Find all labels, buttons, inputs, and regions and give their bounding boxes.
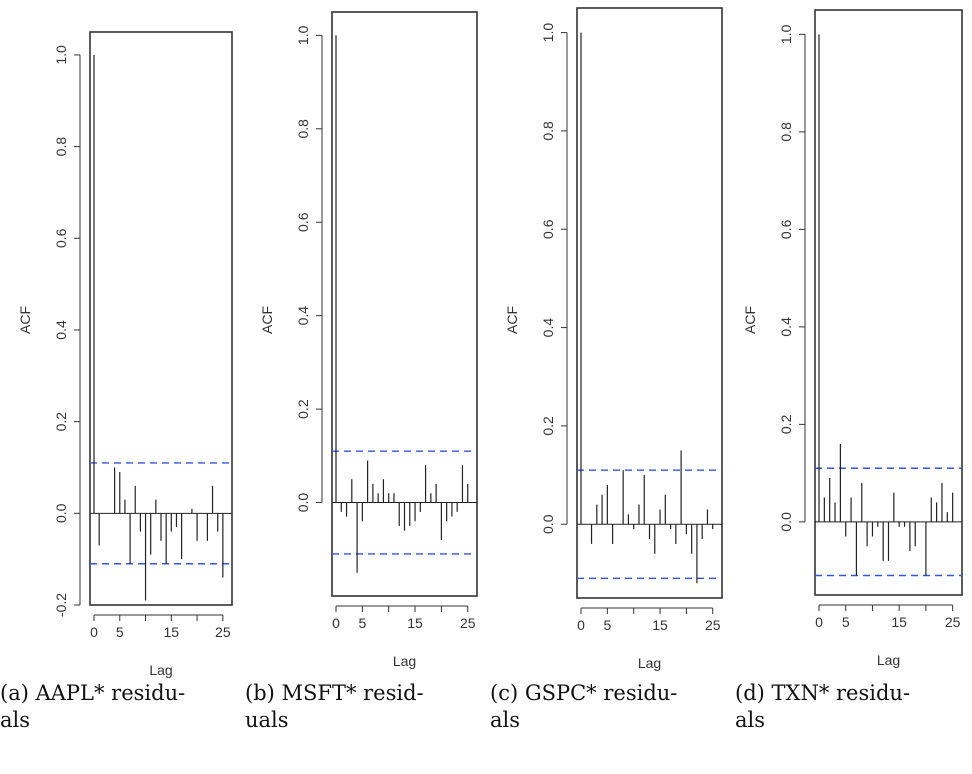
- y-tick-label: 0.2: [778, 414, 794, 434]
- x-tick-label: 25: [460, 615, 476, 631]
- x-tick-label: 25: [215, 624, 231, 640]
- acf-panel-a: -0.2 0.0 0.2 0.4 0.6 0.8 1.0 0 5 15 25 Lag ACF: [17, 31, 233, 678]
- y-tick-label: 1.0: [540, 23, 556, 43]
- y-tick-label: 0.0: [295, 493, 311, 513]
- y-tick-label: 0.4: [53, 320, 69, 340]
- x-axis-title: Lag: [638, 655, 661, 671]
- caption-c-text: (c) GSPC* residu- als: [490, 681, 678, 733]
- y-axis-title: ACF: [504, 306, 520, 334]
- x-tick-label: 5: [842, 614, 850, 630]
- y-tick-label: 0.2: [540, 416, 556, 436]
- plot-frame: [576, 7, 723, 599]
- x-tick-label: 15: [891, 614, 907, 630]
- acf-panel-b: 0.0 0.2 0.4 0.6 0.8 1.0 0 5 15 25 Lag ACF: [259, 11, 478, 669]
- x-tick-label: 0: [332, 615, 340, 631]
- caption-d: (d) TXN* residu- als: [735, 680, 972, 735]
- y-tick-label: -0.2: [53, 593, 69, 617]
- y-tick-label: 0.2: [295, 399, 311, 419]
- y-tick-label: 1.0: [53, 45, 69, 65]
- plot-frame: [814, 9, 963, 596]
- y-tick-label: 1.0: [295, 25, 311, 45]
- y-tick-label: 0.6: [53, 228, 69, 248]
- x-tick-label: 15: [164, 624, 180, 640]
- plot-frame: [331, 11, 478, 597]
- x-tick-label: 0: [90, 624, 98, 640]
- y-tick-label: 0.2: [53, 412, 69, 432]
- y-tick-label: 0.6: [778, 219, 794, 239]
- caption-d-text: (d) TXN* residu- als: [735, 681, 911, 733]
- x-tick-label: 5: [358, 615, 366, 631]
- caption-b-text: (b) MSFT* resid- uals: [245, 681, 424, 733]
- x-axis-title: Lag: [149, 662, 172, 678]
- y-tick-label: 0.8: [53, 137, 69, 157]
- caption-a-text: (a) AAPL* residu- als: [0, 681, 186, 733]
- y-tick-label: 0.0: [540, 514, 556, 534]
- x-tick-label: 15: [407, 615, 423, 631]
- y-axis-title: ACF: [17, 306, 33, 334]
- y-tick-label: 0.6: [295, 212, 311, 232]
- x-tick-label: 0: [815, 614, 823, 630]
- y-tick-label: 0.0: [778, 512, 794, 532]
- y-axis-title: ACF: [259, 306, 275, 334]
- y-tick-label: 0.0: [53, 503, 69, 523]
- acf-panel-c: 0.0 0.2 0.4 0.6 0.8 1.0 0 5 15 25 Lag ACF: [504, 7, 723, 671]
- x-axis-title: Lag: [393, 653, 416, 669]
- y-tick-label: 0.6: [540, 219, 556, 239]
- y-tick-label: 0.8: [540, 121, 556, 141]
- y-tick-label: 0.8: [778, 122, 794, 142]
- x-axis-title: Lag: [877, 652, 900, 668]
- plot-frame: [89, 31, 233, 606]
- x-tick-label: 25: [945, 614, 961, 630]
- y-axis-title: ACF: [742, 306, 758, 334]
- x-tick-label: 5: [116, 624, 124, 640]
- caption-a: (a) AAPL* residu- als: [0, 680, 240, 735]
- y-tick-label: 1.0: [778, 24, 794, 44]
- y-tick-label: 0.4: [295, 306, 311, 326]
- acf-panel-d: 0.0 0.2 0.4 0.6 0.8 1.0 0 5 15 25 Lag ACF: [742, 9, 963, 668]
- x-tick-label: 0: [577, 617, 585, 633]
- caption-c: (c) GSPC* residu- als: [490, 680, 730, 735]
- x-tick-label: 25: [705, 617, 721, 633]
- y-tick-label: 0.4: [778, 317, 794, 337]
- caption-b: (b) MSFT* resid- uals: [245, 680, 485, 735]
- x-tick-label: 15: [652, 617, 668, 633]
- y-tick-label: 0.4: [540, 318, 556, 338]
- x-tick-label: 5: [603, 617, 611, 633]
- y-tick-label: 0.8: [295, 119, 311, 139]
